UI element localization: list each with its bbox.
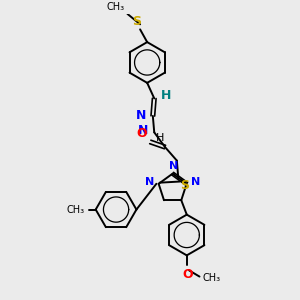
Text: O: O bbox=[137, 127, 148, 140]
Text: CH₃: CH₃ bbox=[66, 205, 84, 214]
Text: CH₃: CH₃ bbox=[202, 273, 220, 283]
Text: O: O bbox=[182, 268, 193, 281]
Text: S: S bbox=[181, 179, 190, 192]
Text: N: N bbox=[136, 110, 147, 122]
Text: H: H bbox=[156, 133, 164, 143]
Text: N: N bbox=[145, 177, 154, 188]
Text: H: H bbox=[160, 89, 171, 102]
Text: S: S bbox=[132, 15, 141, 28]
Text: N: N bbox=[138, 124, 148, 137]
Text: CH₃: CH₃ bbox=[106, 2, 124, 12]
Text: N: N bbox=[169, 161, 178, 171]
Text: N: N bbox=[191, 177, 200, 188]
